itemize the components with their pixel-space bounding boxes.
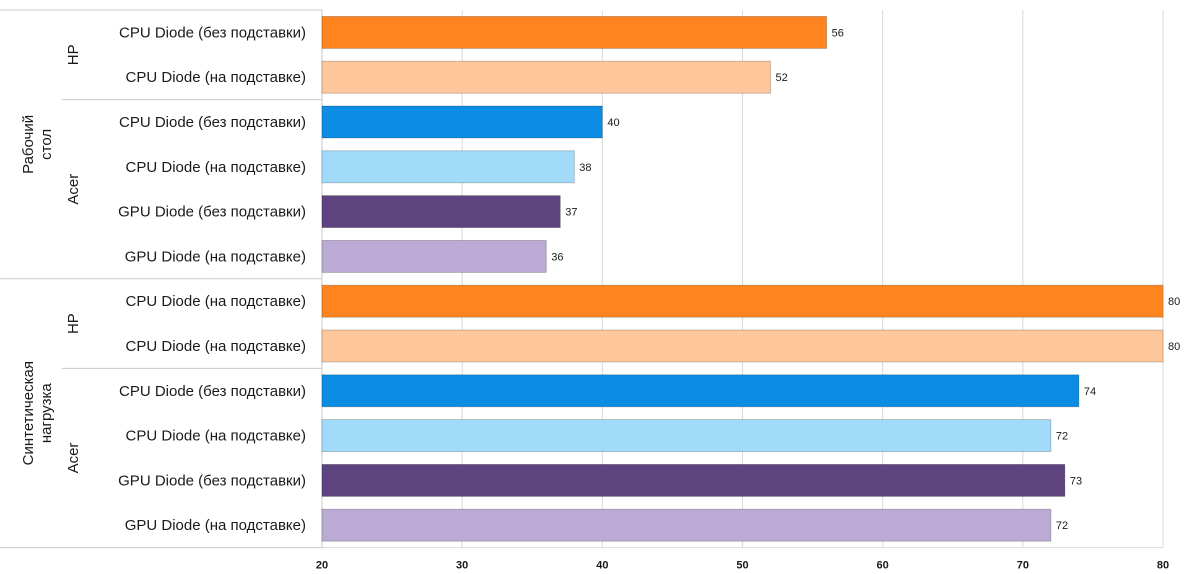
- category-label: GPU Diode (без подставки): [118, 472, 306, 489]
- bar: [321, 284, 1164, 318]
- x-tick-label: 30: [456, 560, 468, 572]
- data-label: 72: [1056, 431, 1068, 443]
- x-tick-label: 20: [316, 560, 328, 572]
- bar: [321, 105, 603, 139]
- category-label: CPU Diode (на подставке): [126, 159, 306, 176]
- bar: [321, 508, 1052, 542]
- category-label: CPU Diode (на подставке): [126, 293, 306, 310]
- data-label: 40: [607, 117, 619, 129]
- subgroup-label: HP: [65, 313, 82, 334]
- group-label: Рабочийстол: [20, 115, 55, 174]
- bar: [321, 195, 561, 229]
- data-label: 80: [1168, 341, 1180, 353]
- bar: [321, 374, 1080, 408]
- data-label: 36: [551, 251, 563, 263]
- bar: [321, 150, 575, 184]
- category-label: GPU Diode (без подставки): [118, 204, 306, 221]
- category-label: CPU Diode (без подставки): [119, 383, 306, 400]
- category-label: CPU Diode (без подставки): [119, 114, 306, 131]
- axis-frame: [0, 9, 1163, 549]
- x-tick-label: 40: [596, 560, 608, 572]
- x-tick-label: 70: [1017, 560, 1029, 572]
- category-label: CPU Diode (на подставке): [126, 69, 306, 86]
- x-tick-label: 60: [877, 560, 889, 572]
- labels-layer: 20 30 40 50 60 70 80 56 CPU Diode (без подставки…: [20, 24, 1180, 571]
- bar: [321, 463, 1066, 497]
- category-label: GPU Diode (на подставке): [125, 248, 306, 265]
- bar: [321, 15, 828, 49]
- data-label: 72: [1056, 520, 1068, 532]
- category-label: GPU Diode (на подставке): [125, 517, 306, 534]
- category-label: CPU Diode (без подставки): [119, 24, 306, 41]
- data-label: 56: [832, 27, 844, 39]
- bar: [321, 60, 771, 94]
- bars-layer: [321, 15, 1164, 542]
- category-label: CPU Diode (на подставке): [126, 428, 306, 445]
- bar: [321, 329, 1164, 363]
- data-label: 38: [579, 162, 591, 174]
- subgroup-label: HP: [65, 44, 82, 65]
- data-label: 37: [565, 207, 577, 219]
- data-label: 74: [1084, 386, 1096, 398]
- x-tick-label: 50: [736, 560, 748, 572]
- gridlines: [321, 10, 1164, 548]
- category-label: CPU Diode (на подставке): [126, 338, 306, 355]
- x-tick-label: 80: [1157, 560, 1169, 572]
- data-label: 80: [1168, 296, 1180, 308]
- bar: [321, 419, 1052, 453]
- bar: [321, 239, 547, 273]
- data-label: 73: [1070, 475, 1082, 487]
- data-label: 52: [776, 72, 788, 84]
- group-label: Синтетическаянагрузка: [20, 361, 55, 465]
- subgroup-label: Acer: [65, 443, 82, 474]
- subgroup-label: Acer: [65, 174, 82, 205]
